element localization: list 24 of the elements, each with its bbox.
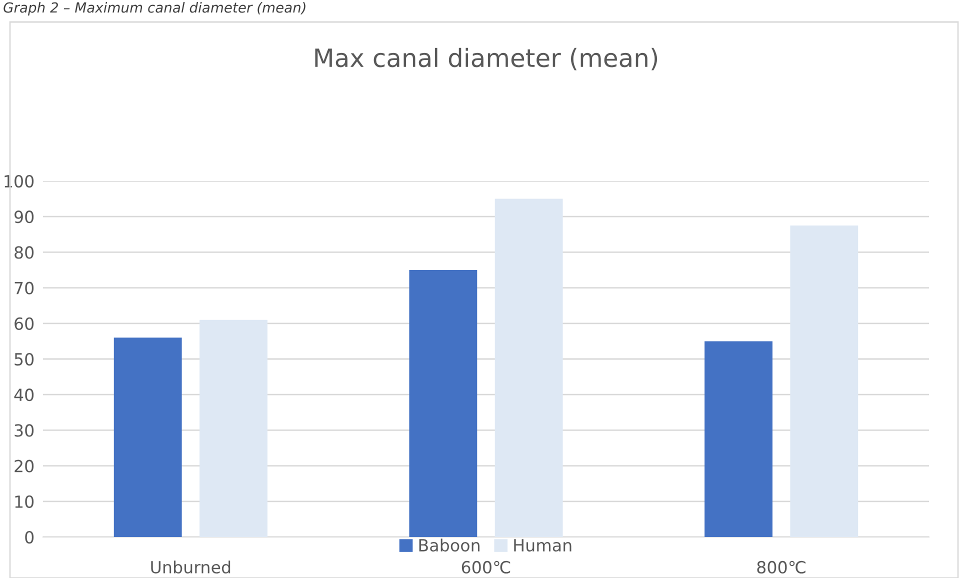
bar xyxy=(494,198,563,537)
x-tick-label: 600℃ xyxy=(462,560,510,574)
chart-title: Max canal diameter (mean) xyxy=(315,48,658,70)
y-tick-label: 90 xyxy=(14,210,34,224)
bar xyxy=(790,226,858,537)
y-tick-label: 80 xyxy=(14,246,34,259)
y-tick-label: 30 xyxy=(14,424,34,437)
y-tick-label: 50 xyxy=(14,352,34,366)
bar xyxy=(114,338,182,537)
bar xyxy=(704,341,772,537)
x-tick-label: Unburned xyxy=(151,560,230,574)
y-tick-label: 20 xyxy=(14,460,34,472)
legend-label: Baboon xyxy=(419,538,480,552)
caption: Graph 2 – Maximum canal diameter (mean) xyxy=(4,2,306,16)
y-tick-label: 0 xyxy=(25,530,34,544)
y-tick-label: 70 xyxy=(14,282,34,294)
y-tick-label: 100 xyxy=(4,174,34,188)
bar xyxy=(200,320,268,537)
bar xyxy=(409,270,478,537)
y-tick-label: 10 xyxy=(15,495,34,508)
x-tick-label: 800℃ xyxy=(757,560,806,574)
legend-label: Human xyxy=(514,539,572,552)
y-tick-label: 60 xyxy=(14,317,34,330)
y-tick-label: 40 xyxy=(14,388,34,402)
